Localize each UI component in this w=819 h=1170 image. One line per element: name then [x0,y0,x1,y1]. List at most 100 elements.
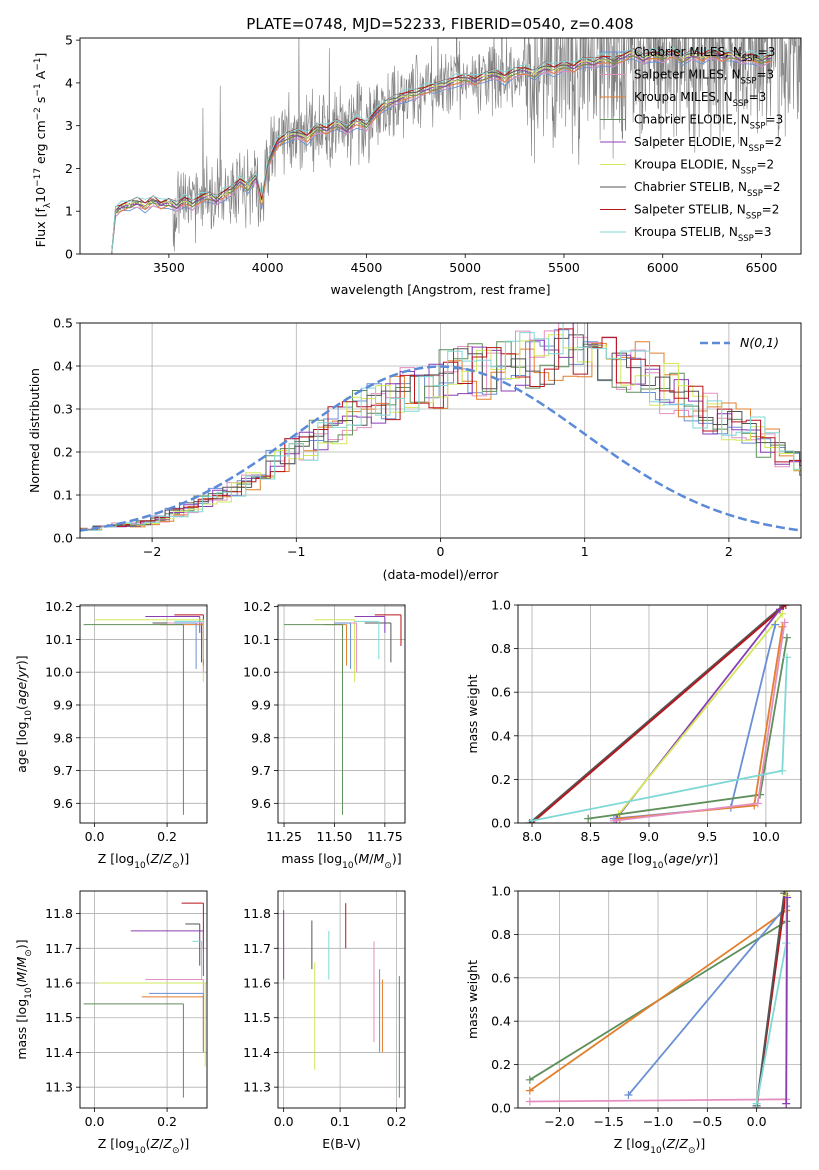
axes-frame [79,37,802,255]
axes-mw-Z: −2.0 −1.5 −1.0 −0.5 0.0 0.0 0.2 0.4 0.6 0.8 1.0 Z [… [465,884,802,1156]
x-axis-label: Z [log10(Z/Z⊙)] [98,1136,190,1156]
x-tick-label: 0.1 [330,1114,350,1129]
y-tick-label: 11.5 [243,1010,271,1025]
y-tick-label: 11.7 [243,941,271,956]
normal-curve [80,365,801,532]
y-tick-label: 0.2 [491,1057,511,1072]
y-tick-label: 10.0 [243,665,271,680]
model-line [111,46,772,254]
data-layer [111,38,801,254]
x-tick-label: 10.0 [752,829,780,844]
legend: N(0,1) [700,335,779,350]
x-tick-label: 9.0 [639,829,659,844]
plus-marker [780,618,789,627]
y-tick-label: 11.4 [45,1045,73,1060]
x-tick-label: −1.5 [594,1114,624,1129]
y-tick-label: 9.7 [251,763,271,778]
x-axis-label: mass [log10(M/M⊙)] [281,851,401,871]
x-axis-label: age [log10(age/yr)] [601,851,718,871]
x-tick-label: 11.75 [367,829,403,844]
histogram-step [80,334,801,531]
x-tick-label: 2 [725,544,733,559]
plus-marker [783,893,792,902]
plus-marker [525,1086,534,1095]
legend-entry: Salpeter MILES, NSSP=3 [634,68,774,87]
legend-entry: Chabrier STELIB, NSSP=2 [634,180,781,199]
y-tick-label: 5 [65,33,73,48]
y-tick-label: 0.5 [53,316,73,331]
y-tick-label: 9.6 [251,796,271,811]
grid-lines [278,891,405,1108]
y-tick-label: 0.6 [491,970,511,985]
mass-weight-line [531,605,787,823]
x-tick-label: −1 [287,544,305,559]
x-tick-label: 11.25 [266,829,302,844]
y-tick-label: 0.0 [491,816,511,831]
mass-weight-line [529,605,785,823]
x-tick-label: 0.0 [85,1114,105,1129]
plus-marker [771,620,780,629]
y-tick-label: 1.0 [491,884,511,899]
y-tick-label: 0.8 [491,927,511,942]
x-tick-label: 8.0 [522,829,542,844]
x-tick-label: 0.2 [157,829,177,844]
x-tick-label: 0.0 [85,829,105,844]
histogram-step [80,323,801,532]
x-axis-label: Z [log10(Z/Z⊙)] [614,1136,706,1156]
plus-marker [615,814,624,823]
y-tick-label: 9.9 [251,697,271,712]
x-tick-label: 4000 [252,260,284,275]
mass-weight-line [529,909,787,1092]
y-tick-label: 9.8 [53,730,73,745]
data-layer [80,323,801,532]
legend-entry: Kroupa MILES, NSSP=3 [634,90,766,109]
mass-weight-line [529,1098,787,1103]
y-tick-label: 11.5 [45,1010,73,1025]
y-tick-label: 11.3 [45,1080,73,1095]
axes-frame [79,322,802,539]
axes-frame [79,890,208,1109]
y-tick-label: 11.6 [45,976,73,991]
mass-weight-line [617,613,783,815]
y-tick-label: 10.1 [45,632,73,647]
legend-entry: Salpeter ELODIE, NSSP=2 [634,135,782,154]
y-tick-label: 1 [65,204,73,219]
y-tick-label: 9.7 [53,763,73,778]
x-tick-label: 5000 [449,260,481,275]
x-tick-label: 5500 [548,260,580,275]
axes-mass-Z: 0.0 0.2 11.3 11.4 11.5 11.6 11.7 11.8 Z [log10(Z… [14,890,208,1156]
y-tick-label: 0.8 [491,641,511,656]
legend-entry: Chabrier MILES, NSSP=3 [634,45,775,64]
y-tick-label: 10.2 [243,599,271,614]
y-axis-label: mass weight [465,960,480,1039]
y-tick-label: 10.0 [45,665,73,680]
plus-marker [782,633,791,642]
figure-title: PLATE=0748, MJD=52233, FIBERID=0540, z=0… [246,15,633,33]
plus-marker [528,816,537,823]
data-layer [83,902,206,1098]
y-tick-label: 10.2 [45,599,73,614]
x-axis-label: Z [log10(Z/Z⊙)] [98,851,190,871]
y-tick-label: 0.4 [53,359,73,374]
legend-entry: Kroupa STELIB, NSSP=3 [634,225,772,244]
plus-marker [525,1097,534,1106]
y-tick-label: 10.1 [243,632,271,647]
grid-lines [278,605,405,823]
plus-marker [752,1099,761,1108]
plus-marker [782,1099,791,1108]
axes-frame [277,604,406,824]
axes-mw-age: 8.0 8.5 9.0 9.5 10.0 0.0 0.2 0.4 0.6 0.8 1.0 age [l… [465,598,802,871]
y-tick-label: 0.2 [53,445,73,460]
y-axis-label: mass weight [465,674,480,753]
histogram-step [80,328,801,531]
axes-residual: −2 −1 0 1 2 0.0 0.1 0.2 0.3 0.4 0.5 (data-model)/er… [27,316,802,582]
y-tick-label: 11.4 [243,1045,271,1060]
y-axis-label: age [log10(age/yr)] [14,655,34,772]
y-tick-label: 0 [65,247,73,262]
plus-marker [778,609,787,618]
legend-entry: N(0,1) [740,335,779,350]
mass-weight-line [755,942,788,1104]
y-tick-label: 1.0 [491,598,511,613]
plus-marker [584,814,593,823]
